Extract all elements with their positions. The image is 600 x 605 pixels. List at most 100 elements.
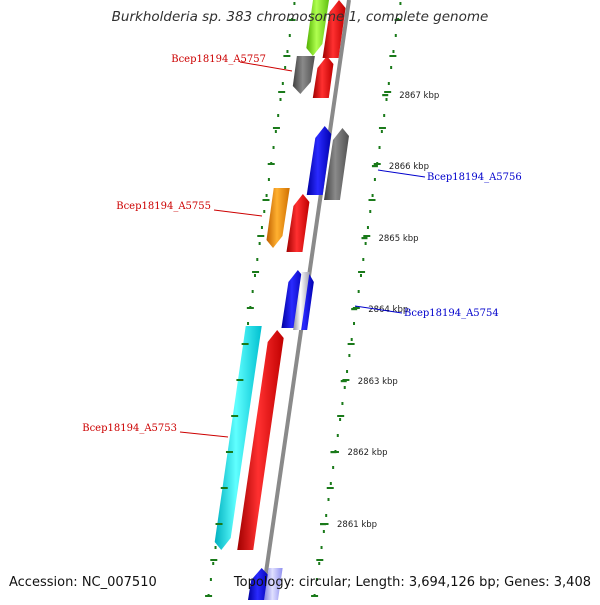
guide-dot [281, 82, 284, 85]
gene-label-Bcep18194_A5755[interactable]: Bcep18194_A5755 [116, 201, 211, 212]
guide-dot [346, 370, 349, 373]
guide-dot [383, 114, 386, 117]
gene-label-Bcep18194_A5757[interactable]: Bcep18194_A5757 [171, 54, 266, 65]
label-leader [239, 61, 293, 72]
gene-feature-Bcep18194_A5753-partner[interactable] [237, 330, 284, 550]
kbp-label: 2861 kbp [337, 520, 377, 530]
minor-tick [252, 271, 260, 273]
accession-label: Accession: NC_007510 [9, 575, 157, 590]
minor-tick [231, 415, 239, 417]
guide-dot [265, 194, 268, 197]
guide-dot [339, 418, 342, 421]
gene-label-Bcep18194_A5756[interactable]: Bcep18194_A5756 [427, 172, 522, 183]
guide-dot [327, 498, 330, 501]
guide-dot [247, 322, 250, 325]
guide-dot [341, 402, 344, 405]
guide-dot [366, 226, 369, 229]
gene-label-Bcep18194_A5753[interactable]: Bcep18194_A5753 [82, 423, 177, 434]
guide-dot [284, 66, 287, 69]
minor-tick [272, 127, 280, 129]
gene-features [214, 0, 349, 600]
minor-tick [220, 487, 228, 489]
label-leader [179, 431, 229, 438]
guide-dot [362, 258, 365, 261]
gene-feature-Bcep18194_A5755-partner[interactable] [286, 194, 310, 252]
gene-feature-top-gene-red[interactable] [322, 0, 346, 58]
guide-dot [369, 210, 372, 213]
guide-dot [251, 290, 254, 293]
gene-feature-Bcep18194_A5756[interactable] [306, 126, 332, 195]
gene-feature-Bcep18194_A5756-partner[interactable] [324, 128, 349, 200]
gene-feature-Bcep18194_A5757-neighbor[interactable] [312, 56, 334, 98]
gene-feature-shade [293, 272, 310, 330]
guide-dot [394, 34, 397, 37]
gene-feature-shade [264, 568, 283, 600]
guide-dot [353, 322, 356, 325]
guide-dot [288, 34, 291, 37]
guide-dot [256, 258, 259, 261]
guide-dot [357, 290, 360, 293]
guide-dot [267, 178, 270, 181]
minor-tick [241, 343, 249, 345]
kbp-label: 2863 kbp [358, 377, 398, 387]
guide-dot [318, 562, 321, 565]
gene-label-Bcep18194_A5754[interactable]: Bcep18194_A5754 [404, 308, 499, 319]
guide-dot [325, 514, 328, 517]
minor-tick [278, 91, 286, 93]
minor-tick [347, 343, 355, 345]
guide-dot [322, 530, 325, 533]
guide-dot [343, 386, 346, 389]
minor-tick [363, 235, 371, 237]
minor-tick [225, 451, 233, 453]
guide-dot [371, 194, 374, 197]
guide-dot [329, 482, 332, 485]
kbp-tick [361, 237, 368, 240]
gene-feature-Bcep18194_A5755[interactable] [266, 188, 290, 248]
guide-dot [378, 146, 381, 149]
minor-tick [283, 55, 291, 57]
guide-dot [332, 466, 335, 469]
guide-dot [315, 578, 318, 581]
minor-tick [373, 163, 381, 165]
minor-tick [352, 307, 360, 309]
kbp-label: 2865 kbp [378, 234, 418, 244]
kbp-tick [382, 94, 389, 97]
gene-feature-Bcep18194_A5757[interactable] [292, 56, 315, 94]
minor-tick [331, 451, 339, 453]
minor-tick [321, 523, 329, 525]
minor-tick [342, 379, 350, 381]
minor-tick [288, 19, 296, 21]
guide-dot [253, 274, 256, 277]
kbp-label: 2867 kbp [399, 91, 439, 101]
minor-tick [378, 127, 386, 129]
minor-tick [358, 271, 366, 273]
kbp-label: 2864 kbp [368, 305, 408, 315]
minor-tick [368, 199, 376, 201]
label-leader [377, 169, 426, 178]
guide-dot [392, 50, 395, 53]
label-leader [354, 305, 403, 314]
topology-label: Topology: circular; Length: 3,694,126 bp… [233, 575, 591, 590]
minor-tick [210, 559, 218, 561]
kbp-tick [371, 165, 378, 168]
guide-dot [274, 130, 277, 133]
minor-tick [246, 307, 254, 309]
minor-tick [337, 415, 345, 417]
guide-dot [390, 66, 393, 69]
guide-dot [258, 242, 261, 245]
gene-feature-bottom-gene-blue[interactable] [248, 568, 270, 600]
guide-dot [209, 578, 212, 581]
map-title: Burkholderia sp. 383 chromosome 1, compl… [111, 9, 489, 25]
gene-feature-top-gene-lime[interactable] [306, 0, 329, 56]
gene-labels: Bcep18194_A5757 Bcep18194_A5756 Bcep18194_… [82, 54, 522, 438]
minor-tick [384, 91, 392, 93]
guide-dot [399, 2, 402, 5]
guide-dot [293, 2, 296, 5]
gene-feature-Bcep18194_A5753[interactable] [214, 326, 262, 550]
guide-dot [387, 82, 390, 85]
minor-tick [215, 523, 223, 525]
minor-tick [311, 595, 319, 597]
guide-dot [348, 354, 351, 357]
